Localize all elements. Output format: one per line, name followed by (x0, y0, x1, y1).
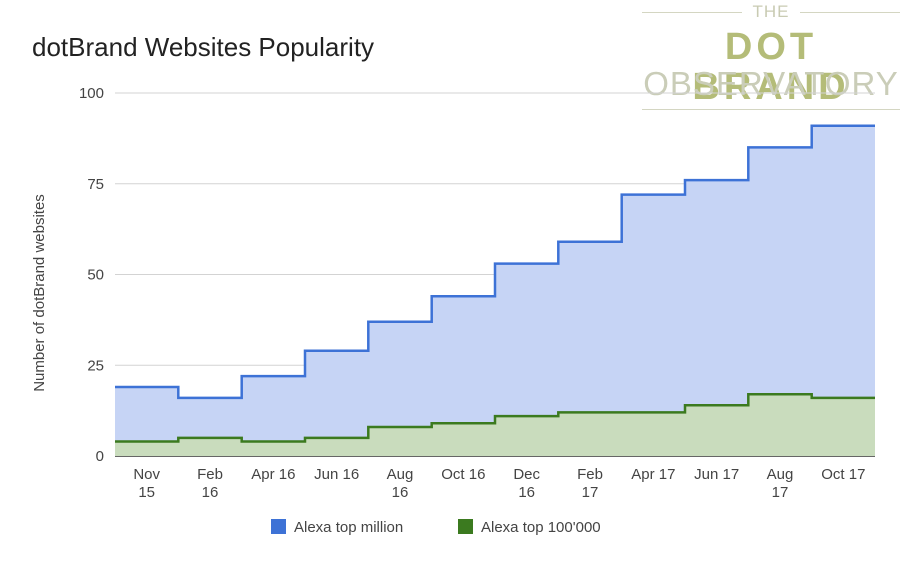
x-tick-label: Aug 17 (767, 466, 794, 501)
x-tick-label: Jun 16 (314, 466, 359, 483)
series-line-0 (115, 124, 875, 400)
y-tick-label: 100 (79, 85, 104, 102)
series-lines (115, 124, 875, 443)
series-line-1 (115, 393, 875, 443)
logo-main-text: DOT BRAND (692, 26, 850, 108)
y-tick-label: 75 (87, 176, 104, 193)
x-tick-label: Dec 16 (513, 466, 540, 501)
x-tick-labels: Nov 15 Feb 16 Apr 16 Jun 16 Aug 16 Oct 16 Dec 16 Fe… (133, 466, 865, 501)
legend-swatch (458, 519, 473, 534)
x-tick-label: Aug 16 (387, 466, 414, 501)
y-tick-label: 25 (87, 357, 104, 374)
logo-rule-left (642, 12, 742, 13)
logo-the-text: THE (752, 2, 790, 21)
y-tick-labels: 0 25 50 75 100 (79, 85, 104, 465)
x-tick-label: Apr 17 (631, 466, 675, 483)
x-tick-label: Oct 17 (821, 466, 865, 483)
x-tick-label: Feb 16 (197, 466, 223, 501)
chart-title: dotBrand Websites Popularity (32, 32, 375, 62)
logo-sub-text: OBSERVATORY (643, 65, 899, 102)
y-axis-label: Number of dotBrand websites (31, 194, 48, 392)
legend-swatch (271, 519, 286, 534)
logo-rule-bottom (642, 109, 900, 110)
legend-label: Alexa top million (294, 519, 403, 536)
legend-label: Alexa top 100'000 (481, 519, 601, 536)
x-tick-label: Oct 16 (441, 466, 485, 483)
x-tick-label: Feb 17 (577, 466, 603, 501)
y-tick-label: 0 (96, 448, 104, 465)
dot-brand-observatory-logo: THE DOT BRAND OBSERVATORY (640, 2, 902, 114)
legend: Alexa top million Alexa top 100'000 (271, 519, 601, 536)
y-tick-label: 50 (87, 267, 104, 284)
x-tick-label: Apr 16 (251, 466, 295, 483)
x-tick-label: Nov 15 (133, 466, 160, 501)
x-tick-label: Jun 17 (694, 466, 739, 483)
logo-rule-right (800, 12, 900, 13)
